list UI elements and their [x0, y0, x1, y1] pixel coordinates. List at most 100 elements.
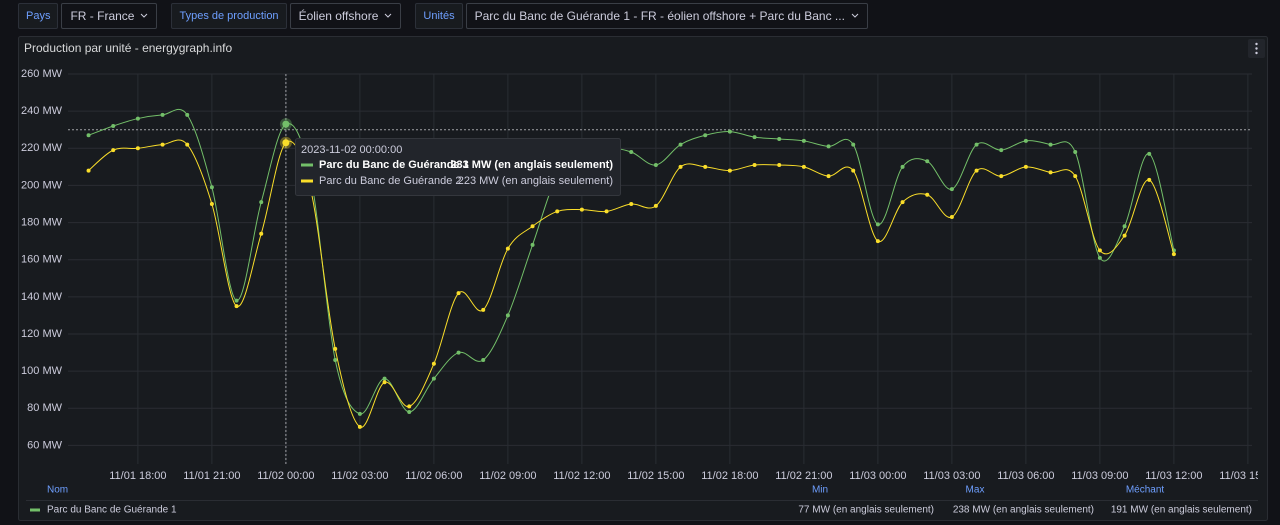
- tooltip: [295, 138, 621, 196]
- data-point: [209, 185, 214, 190]
- data-point: [999, 148, 1004, 153]
- data-point: [1147, 177, 1152, 182]
- data-point: [259, 200, 264, 205]
- data-point: [1097, 248, 1102, 253]
- data-point: [456, 350, 461, 355]
- data-point: [777, 163, 782, 167]
- data-point: [925, 159, 930, 164]
- data-point: [826, 174, 831, 179]
- data-point: [333, 358, 338, 362]
- data-point: [875, 239, 880, 244]
- chevron: [385, 13, 392, 18]
- panel-title: Production par unité - energygraph.info: [24, 41, 232, 55]
- data-point: [826, 144, 831, 149]
- data-point: [282, 139, 290, 147]
- panel-menu[interactable]: [1248, 39, 1265, 58]
- x-tick-label: 11/02 18:00: [701, 470, 758, 482]
- filter-label: Types de production: [171, 3, 287, 29]
- legend-header: Nom: [47, 485, 68, 496]
- data-point: [407, 410, 412, 414]
- data-point: [875, 222, 880, 227]
- legend-header: Méchant: [1126, 485, 1165, 496]
- data-point: [259, 231, 264, 236]
- x-tick-label: 11/02 15:00: [627, 470, 684, 482]
- data-point: [629, 150, 634, 154]
- chevron: [141, 13, 148, 18]
- x-tick-label: 11/02 21:00: [775, 470, 832, 482]
- legend-stat: 191 MW (en anglais seulement): [1111, 505, 1252, 516]
- data-point: [653, 203, 658, 208]
- data-point: [530, 242, 535, 247]
- y-tick-label: 260 MW: [21, 68, 63, 80]
- data-point: [727, 168, 732, 173]
- x-tick-label: 11/03 00:00: [849, 470, 906, 482]
- legend-stat: 77 MW (en anglais seulement): [798, 505, 934, 516]
- data-point: [111, 148, 116, 153]
- data-point: [185, 142, 190, 147]
- tooltip-series-name: Parc du Banc de Guérande 1: [319, 159, 469, 171]
- data-point: [752, 135, 757, 140]
- data-point: [1048, 170, 1053, 175]
- chevron: [851, 13, 859, 18]
- data-point: [505, 246, 510, 251]
- data-point: [135, 116, 140, 121]
- data-point: [530, 224, 535, 229]
- data-point: [505, 313, 510, 318]
- data-point: [555, 209, 560, 214]
- data-point: [111, 124, 116, 128]
- x-tick-label: 11/03 03:00: [923, 470, 980, 482]
- y-tick-label: 140 MW: [21, 291, 63, 303]
- y-tick-label: 240 MW: [21, 105, 63, 117]
- data-point: [900, 164, 905, 169]
- data-point: [86, 133, 91, 138]
- panel: [18, 36, 1268, 521]
- data-point: [160, 112, 165, 117]
- data-point: [974, 168, 979, 173]
- data-point: [1048, 142, 1053, 147]
- filter-dropdown[interactable]: FR - France: [61, 3, 158, 29]
- filter-bar: Pays FR - France Types de production Éol…: [18, 3, 882, 29]
- filter-label: Pays: [18, 3, 59, 29]
- y-tick-label: 160 MW: [21, 254, 63, 266]
- data-point: [925, 192, 930, 197]
- x-tick-label: 11/02 09:00: [479, 470, 536, 482]
- data-point: [949, 187, 954, 192]
- data-point: [1073, 174, 1078, 179]
- data-point: [974, 142, 979, 147]
- data-point: [703, 133, 708, 138]
- data-point: [1023, 164, 1028, 169]
- y-tick-label: 120 MW: [21, 328, 63, 340]
- y-tick-label: 200 MW: [21, 179, 63, 191]
- legend-header: Max: [966, 485, 985, 496]
- data-point: [678, 164, 683, 169]
- data-point: [949, 215, 954, 219]
- data-point: [703, 164, 708, 169]
- data-point: [678, 142, 683, 147]
- x-tick-label: 11/03 09:00: [1071, 470, 1128, 482]
- data-point: [431, 376, 436, 381]
- data-point: [777, 137, 782, 141]
- filter-dropdown[interactable]: Parc du Banc de Guérande 1 - FR - éolien…: [465, 3, 868, 29]
- x-tick-label: 11/02 12:00: [553, 470, 610, 482]
- tooltip-value: 223 MW (en anglais seulement): [458, 175, 613, 187]
- x-tick-label: 11/03 06:00: [997, 470, 1054, 482]
- data-point: [382, 380, 387, 385]
- x-tick-label: 11/02 06:00: [405, 470, 462, 482]
- x-tick-label: 11/03 12:00: [1145, 470, 1202, 482]
- tooltip-title: 2023-11-02 00:00:00: [301, 144, 402, 156]
- data-point: [209, 202, 214, 206]
- data-point: [604, 209, 609, 214]
- tooltip-series-name: Parc du Banc de Guérande 2: [319, 175, 461, 187]
- data-point: [801, 138, 806, 143]
- filter-dropdown[interactable]: Éolien offshore: [289, 3, 402, 29]
- data-point: [234, 304, 239, 309]
- data-point: [1073, 150, 1078, 154]
- y-tick-label: 60 MW: [27, 439, 62, 451]
- data-point: [160, 142, 165, 147]
- x-tick-label: 11/01 21:00: [183, 470, 240, 482]
- data-point: [727, 129, 732, 134]
- legend-stat: 238 MW (en anglais seulement): [953, 505, 1094, 516]
- data-point: [431, 361, 436, 366]
- filter-value: Parc du Banc de Guérande 1 - FR - éolien…: [474, 9, 845, 23]
